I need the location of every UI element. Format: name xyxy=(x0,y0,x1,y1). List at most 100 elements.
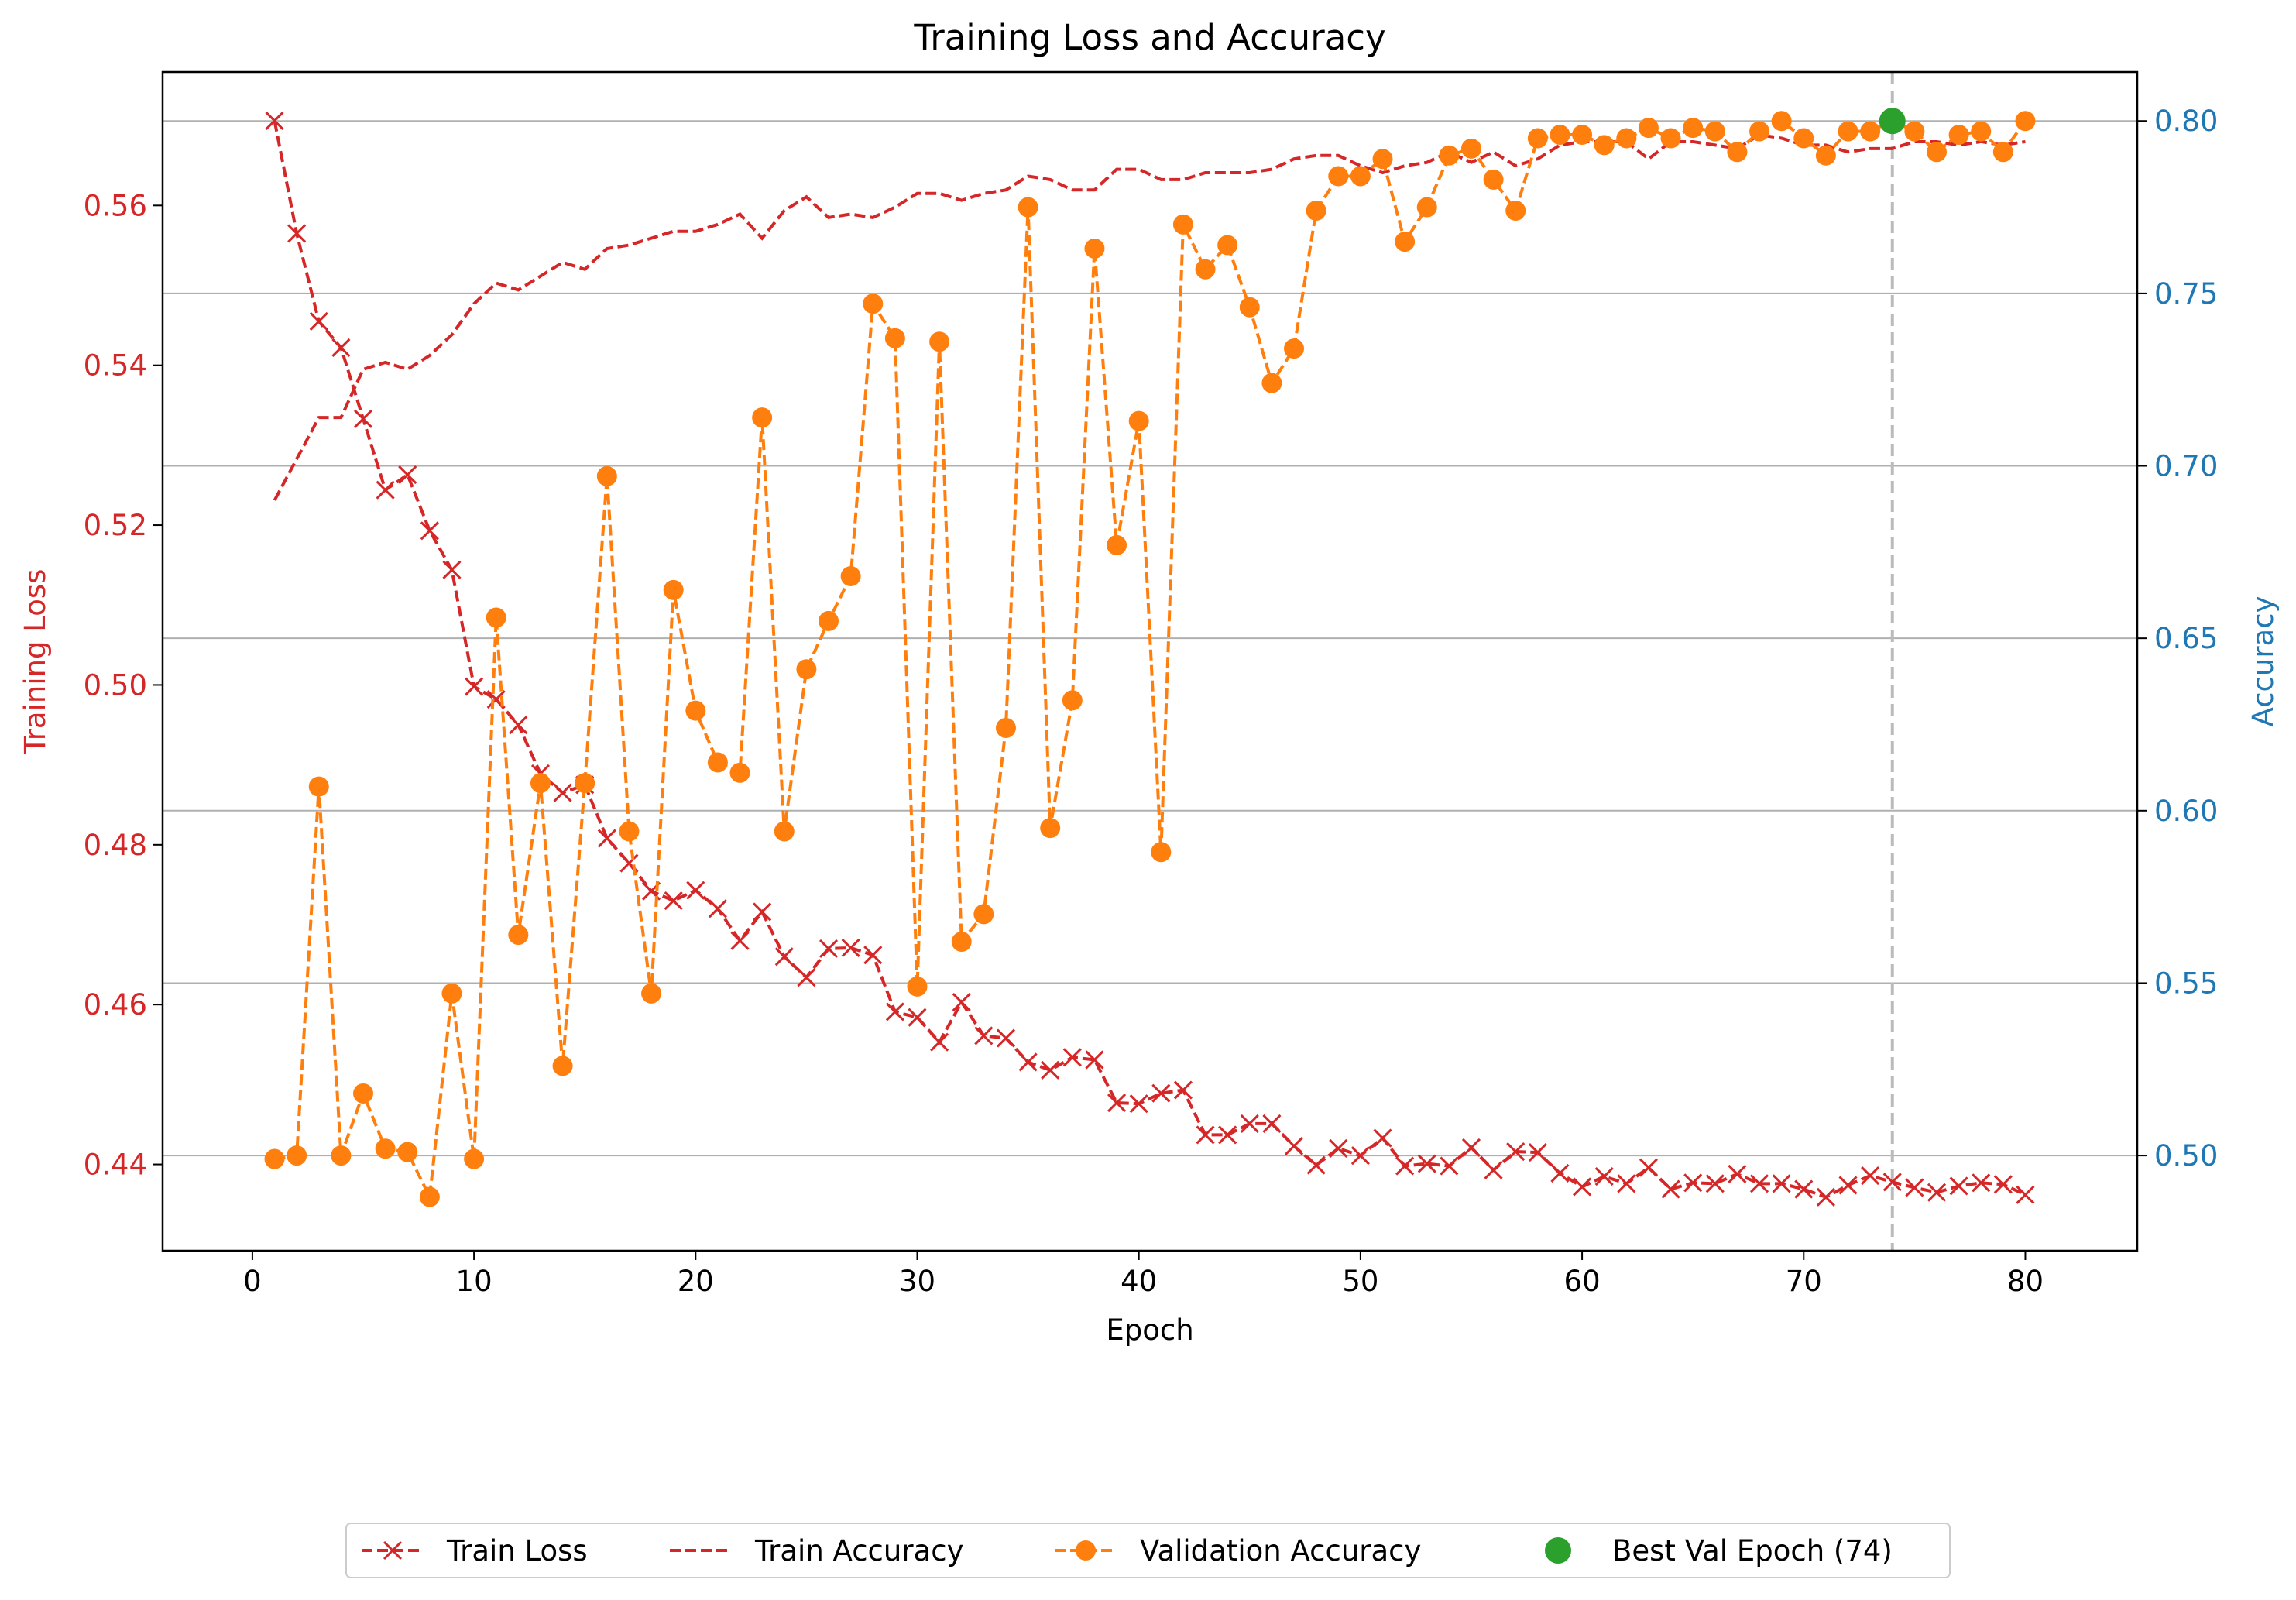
validation-accuracy-point xyxy=(973,904,994,925)
validation-accuracy-point xyxy=(641,983,662,1004)
validation-accuracy-point xyxy=(1749,121,1770,142)
train-loss-point xyxy=(1972,1173,1991,1193)
validation-accuracy-point xyxy=(685,700,706,721)
train-loss-point xyxy=(1196,1125,1215,1145)
validation-accuracy-point xyxy=(907,976,928,997)
train-loss-point-stroke xyxy=(708,899,727,918)
series-validation-accuracy xyxy=(264,111,2036,1207)
train-loss-point-stroke xyxy=(398,465,417,485)
train-loss-point xyxy=(1550,1163,1570,1183)
y-right-tick-label: 0.65 xyxy=(2154,622,2218,655)
train-loss-point xyxy=(996,1028,1016,1048)
x-tick-label: 70 xyxy=(1786,1265,1822,1298)
train-loss-point xyxy=(1041,1060,1060,1080)
validation-accuracy-point xyxy=(1660,128,1681,149)
train-loss-point xyxy=(819,939,839,959)
validation-accuracy-point xyxy=(1638,118,1659,139)
train-loss-point-stroke xyxy=(1838,1176,1858,1195)
train-loss-point xyxy=(797,968,816,987)
x-tick-label: 0 xyxy=(243,1265,262,1298)
y-left-tick-label: 0.50 xyxy=(84,668,147,702)
train-loss-point-stroke xyxy=(730,931,750,950)
train-loss-point-stroke xyxy=(509,715,528,735)
train-loss-point-stroke xyxy=(1993,1175,2013,1194)
train-loss-point xyxy=(1683,1173,1703,1193)
train-loss-point-stroke xyxy=(1972,1173,1991,1193)
train-loss-point-stroke xyxy=(1661,1179,1680,1199)
train-loss-point xyxy=(353,409,373,428)
train-loss-point-stroke xyxy=(1882,1173,1902,1192)
validation-accuracy-point xyxy=(287,1145,307,1166)
train-loss-point-stroke xyxy=(753,902,772,922)
train-loss-point xyxy=(442,560,462,579)
validation-accuracy-point xyxy=(1372,149,1393,170)
train-loss-point-stroke xyxy=(353,409,373,428)
train-loss-point-stroke xyxy=(1350,1146,1370,1166)
validation-accuracy-point xyxy=(1416,197,1437,218)
legend-item: Train Accuracy xyxy=(670,1534,963,1567)
train-loss-point-stroke xyxy=(1728,1164,1747,1184)
y-axis-left: 0.44 0.46 0.48 0.50 0.52 0.54 0.56 xyxy=(84,189,163,1182)
train-loss-point xyxy=(398,465,417,485)
validation-accuracy-point xyxy=(1460,138,1481,159)
train-loss-point xyxy=(1528,1143,1547,1162)
train-loss-point-stroke xyxy=(819,939,839,959)
train-loss-point-stroke xyxy=(1062,1048,1082,1067)
train-loss-point xyxy=(331,338,351,358)
plot-frame xyxy=(161,70,2139,1252)
train-loss-point xyxy=(686,881,705,900)
validation-accuracy-point xyxy=(1704,121,1725,142)
validation-accuracy-point xyxy=(1128,410,1149,431)
x-tick-label: 50 xyxy=(1342,1265,1378,1298)
train-loss-point-stroke xyxy=(1085,1050,1104,1070)
train-loss-point xyxy=(1594,1166,1614,1186)
validation-accuracy-point xyxy=(1771,111,1792,132)
train-loss-point-stroke xyxy=(952,993,971,1012)
train-loss-point xyxy=(952,993,971,1012)
train-loss-point xyxy=(1173,1080,1193,1100)
grid-lines xyxy=(163,120,2137,1157)
legend-item: Train Loss xyxy=(362,1534,588,1567)
train-loss-point xyxy=(1151,1083,1171,1103)
train-loss-point xyxy=(465,677,484,696)
train-loss-point xyxy=(1749,1174,1769,1193)
y-left-tick-label: 0.52 xyxy=(84,509,147,542)
train-loss-point xyxy=(1018,1052,1038,1072)
validation-accuracy-point xyxy=(1350,166,1371,187)
validation-accuracy-point xyxy=(1727,142,1748,163)
validation-accuracy-point xyxy=(840,566,861,587)
train-loss-point-stroke xyxy=(1173,1080,1193,1100)
validation-accuracy-point xyxy=(397,1142,418,1162)
train-loss-point xyxy=(1417,1154,1436,1173)
validation-accuracy-point xyxy=(1084,238,1105,259)
train-loss-point xyxy=(730,931,750,950)
chart-title: Training Loss and Accuracy xyxy=(913,17,1385,58)
train-loss-point xyxy=(1993,1175,2013,1194)
validation-accuracy-point xyxy=(486,607,506,628)
y-right-tick-label: 0.80 xyxy=(2154,105,2218,138)
train-loss-point-stroke xyxy=(376,480,395,500)
train-loss-point-stroke xyxy=(1107,1094,1127,1113)
train-loss-point-stroke xyxy=(1151,1083,1171,1103)
train-loss-point-stroke xyxy=(996,1028,1016,1048)
validation-accuracy-point xyxy=(1971,121,1992,142)
plot-series xyxy=(264,108,2036,1207)
train-loss-point-stroke xyxy=(1018,1052,1038,1072)
train-loss-point-stroke xyxy=(1506,1142,1526,1162)
validation-accuracy-point xyxy=(1395,232,1416,252)
train-loss-point-stroke xyxy=(1440,1156,1459,1176)
train-loss-point-stroke xyxy=(465,677,484,696)
validation-accuracy-point xyxy=(464,1148,485,1169)
train-loss-point-stroke xyxy=(1816,1187,1835,1207)
validation-accuracy-point xyxy=(353,1083,374,1104)
train-loss-point-stroke xyxy=(1639,1158,1659,1177)
train-loss-point xyxy=(753,902,772,922)
train-loss-point-stroke xyxy=(1550,1163,1570,1183)
validation-accuracy-point xyxy=(1904,121,1925,142)
validation-accuracy-point xyxy=(951,932,972,953)
validation-accuracy-point xyxy=(774,821,795,842)
y-right-tick-label: 0.75 xyxy=(2154,277,2218,311)
train-loss-point-stroke xyxy=(1306,1155,1326,1175)
